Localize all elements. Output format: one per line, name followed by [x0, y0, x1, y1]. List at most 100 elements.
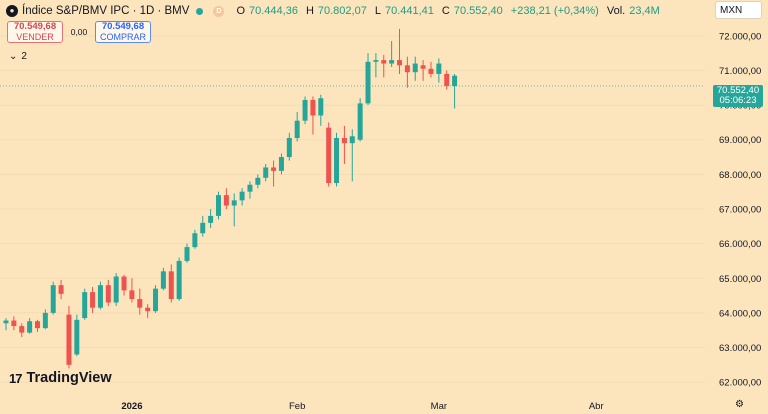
buy-button[interactable]: 70.549,68 COMPRAR — [95, 21, 151, 43]
candle — [42, 309, 48, 330]
candle-body — [58, 285, 64, 294]
time-tick-label: Abr — [589, 401, 604, 412]
candle — [397, 28, 402, 74]
open-value: 70.444,36 — [249, 5, 298, 17]
candle — [357, 98, 363, 142]
price-tick-label: 67.000,00 — [719, 205, 761, 216]
candle — [82, 288, 88, 320]
candle-body — [215, 195, 221, 216]
candle — [176, 257, 182, 301]
candle — [19, 323, 25, 338]
bar-countdown: 05:06:23 — [719, 95, 757, 106]
candle-body — [404, 65, 410, 73]
sell-price: 70.549,68 — [13, 21, 57, 32]
candle-body — [326, 127, 332, 184]
candle — [215, 191, 221, 220]
candle-body — [66, 314, 72, 365]
candle — [208, 209, 214, 229]
brand-name: TradingView — [26, 370, 112, 386]
tradingview-logo[interactable]: 17 TradingView — [9, 370, 112, 386]
currency-selector[interactable]: MXN — [715, 1, 762, 19]
candle — [121, 274, 127, 296]
candle-body — [82, 292, 88, 319]
high-value: 70.802,07 — [317, 5, 367, 17]
high-label: H — [305, 5, 314, 17]
candle-body — [97, 285, 103, 308]
candle — [153, 285, 159, 313]
candle-body — [302, 99, 308, 121]
candle-body — [50, 285, 56, 313]
low-label: L — [374, 5, 381, 17]
candle — [192, 229, 198, 249]
price-tick-label: 68.000,00 — [719, 170, 761, 181]
market-status-dot — [196, 7, 204, 15]
candle-body — [145, 307, 151, 312]
candle-body — [19, 326, 25, 333]
indicators-toggle[interactable]: ⌄ 2 — [9, 51, 27, 62]
delayed-data-badge[interactable]: D — [213, 5, 225, 17]
candle-body — [113, 276, 119, 303]
candle — [58, 279, 64, 300]
candle-body — [153, 288, 159, 312]
open-label: O — [236, 5, 245, 17]
volume-label: Vol. — [606, 5, 626, 17]
candle — [11, 316, 17, 331]
gear-icon[interactable]: ⚙ — [735, 399, 744, 410]
spread-value: 0,00 — [70, 27, 88, 37]
candle-body — [278, 157, 284, 171]
low-value: 70.441,41 — [384, 5, 434, 17]
candle — [271, 160, 277, 187]
candle — [310, 96, 316, 135]
candle-body — [27, 321, 33, 333]
candle — [223, 188, 229, 209]
tradingview-logo-icon: 17 — [9, 370, 23, 386]
time-tick-label: Feb — [289, 401, 305, 412]
close-label: C — [441, 5, 450, 17]
candle-body — [121, 276, 127, 291]
price-tick-label: 62.000,00 — [719, 378, 761, 389]
price-tick-label: 66.000,00 — [719, 239, 761, 250]
candle-body — [223, 195, 229, 206]
candle-body — [231, 200, 237, 206]
price-tick-label: 64.000,00 — [719, 308, 761, 319]
chevron-down-icon: ⌄ — [9, 51, 18, 62]
candle — [66, 305, 72, 369]
candle-body — [263, 167, 269, 178]
candle — [105, 279, 111, 306]
time-axis[interactable]: 2026 Feb Mar Abr — [121, 401, 603, 412]
symbol-title[interactable]: Índice S&P/BMV IPC · 1D · BMV — [22, 5, 190, 17]
candle — [239, 188, 245, 206]
candle-body — [137, 299, 143, 308]
candle — [160, 267, 166, 291]
candle — [168, 264, 174, 303]
candle-body — [168, 271, 174, 300]
candle — [50, 281, 56, 315]
candle-body — [129, 290, 135, 300]
price-tick-label: 72.000,00 — [719, 31, 761, 42]
candle-body — [255, 177, 261, 185]
candle-body — [420, 65, 426, 69]
candle — [365, 53, 371, 106]
chart-grid — [0, 35, 705, 383]
buy-label: COMPRAR — [99, 32, 146, 42]
candle-body — [349, 136, 355, 144]
price-tick-label: 65.000,00 — [719, 274, 761, 285]
candle — [34, 319, 40, 332]
candle — [341, 125, 347, 164]
candle-body — [373, 60, 379, 62]
mexico-index-icon[interactable]: ● — [6, 5, 18, 17]
price-tick-label: 71.000,00 — [719, 66, 761, 77]
candle-body — [192, 233, 198, 248]
candle-body — [294, 120, 300, 139]
candle-body — [90, 292, 96, 308]
candle-body — [334, 138, 340, 184]
candle — [129, 278, 135, 303]
sell-button[interactable]: 70.549,68 VENDER — [7, 21, 63, 43]
candle — [318, 94, 324, 126]
candle — [231, 193, 237, 227]
symbol-legend: ● Índice S&P/BMV IPC · 1D · BMV D O 70.44… — [6, 3, 660, 19]
candle-body — [318, 98, 324, 116]
candle-body — [208, 215, 214, 223]
indicators-count: 2 — [21, 51, 27, 62]
